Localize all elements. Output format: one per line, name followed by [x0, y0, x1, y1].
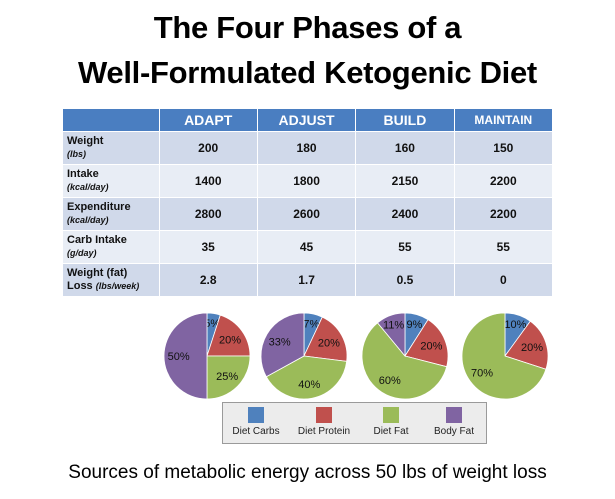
row-label-text: Expenditure — [67, 201, 131, 213]
table-cell: 35 — [159, 230, 258, 264]
legend-label: Body Fat — [433, 426, 475, 437]
table-cell: 55 — [355, 230, 455, 264]
row-label-text: Carb Intake — [67, 234, 127, 246]
table-cell: 1800 — [257, 164, 357, 198]
phases-table: ADAPT ADJUST BUILD MAINTAIN Weight (lbs) … — [63, 109, 554, 296]
pie-slice-diet-protein — [303, 316, 348, 362]
table-cell: 45 — [257, 230, 357, 264]
table-cell: 200 — [159, 131, 258, 165]
table-cell: 2200 — [454, 197, 554, 231]
pie-label-diet-carbs: 7% — [303, 318, 319, 330]
legend-swatch — [446, 407, 462, 423]
pie-label-body-fat: 50% — [168, 351, 190, 363]
table-cell: 2400 — [355, 197, 455, 231]
row-label: Carb Intake (g/day) — [63, 230, 160, 264]
title-line-1: The Four Phases of a — [153, 10, 462, 45]
table-cell: 55 — [454, 230, 554, 264]
legend-item-diet-protein: Diet Protein — [289, 407, 359, 437]
title-line-2: Well-Formulated Ketogenic Diet — [78, 55, 537, 90]
table-row: Expenditure (kcal/day) 2800 2600 2400 220… — [63, 197, 554, 231]
pie-slice-diet-fat — [461, 312, 547, 400]
pie-label-body-fat: 11% — [383, 319, 404, 331]
pie-label-diet-protein: 20% — [318, 337, 340, 349]
legend-item-diet-fat: Diet Fat — [361, 407, 421, 437]
table-cell: 2800 — [159, 197, 258, 231]
pie-label-diet-fat: 25% — [216, 371, 238, 383]
pie-slice-diet-fat — [265, 355, 348, 400]
table-cell: 150 — [454, 131, 554, 165]
pie-label-diet-fat: 40% — [298, 379, 320, 391]
table-cell: 2600 — [257, 197, 357, 231]
row-label: Weight (fat) Loss (lbs/week) — [63, 263, 160, 296]
pie-slice-diet-protein — [404, 319, 449, 368]
legend-label: Diet Carbs — [232, 426, 280, 437]
row-unit: (lbs/week) — [95, 281, 140, 291]
table-cell: 2200 — [454, 164, 554, 198]
header-build: BUILD — [355, 109, 455, 132]
row-unit: (kcal/day) — [67, 182, 109, 192]
pie-label-diet-fat: 70% — [471, 368, 493, 380]
header-adjust: ADJUST — [257, 109, 357, 132]
legend-swatch — [316, 407, 332, 423]
pie-label-diet-protein: 20% — [219, 334, 241, 346]
table-header-row: ADAPT ADJUST BUILD MAINTAIN — [63, 109, 554, 132]
table-row: Carb Intake (g/day) 35 45 55 55 — [63, 230, 554, 264]
header-maintain: MAINTAIN — [454, 109, 554, 132]
row-unit: (lbs) — [67, 149, 86, 159]
pie-label-diet-carbs: 9% — [406, 319, 422, 331]
pie-slice-diet-protein — [504, 320, 549, 370]
pie-slice-body-fat — [377, 312, 406, 358]
legend-label: Diet Protein — [297, 426, 351, 437]
pie-slice-diet-protein — [206, 314, 251, 357]
header-corner — [63, 109, 160, 132]
row-label: Expenditure (kcal/day) — [63, 197, 160, 231]
table-cell: 2150 — [355, 164, 455, 198]
pie-charts: 5%20%25%50%7%20%40%33%9%20%60%11% 10%20%7… — [163, 312, 549, 400]
pie-slice-diet-fat — [206, 355, 251, 400]
pie-slice-diet-fat — [361, 322, 448, 400]
table-row: Weight (lbs) 200 180 160 150 — [63, 131, 554, 165]
table-cell: 160 — [355, 131, 455, 165]
row-label: Weight (lbs) — [63, 131, 160, 165]
pie-label-diet-carbs: 10% — [504, 319, 526, 331]
table-cell: 180 — [257, 131, 357, 165]
pie-label-diet-protein: 20% — [521, 342, 543, 354]
legend: Diet Carbs Diet Protein Diet Fat Body Fa… — [222, 402, 487, 444]
pie-slice-body-fat — [163, 312, 208, 400]
table-cell: 0 — [454, 263, 554, 296]
row-unit: (g/day) — [67, 248, 97, 258]
legend-swatch — [248, 407, 264, 423]
row-label-text: Weight — [67, 135, 104, 147]
legend-swatch — [383, 407, 399, 423]
header-adapt: ADAPT — [159, 109, 258, 132]
table-row: Weight (fat) Loss (lbs/week) 2.8 1.7 0.5 … — [63, 263, 554, 296]
row-label-text: Weight (fat) — [67, 267, 128, 279]
legend-item-body-fat: Body Fat — [423, 407, 485, 437]
row-unit: (kcal/day) — [67, 215, 109, 225]
table-cell: 0.5 — [355, 263, 455, 296]
pie-label-body-fat: 33% — [269, 337, 291, 349]
table-cell: 2.8 — [159, 263, 258, 296]
row-label-text: Intake — [67, 168, 99, 180]
row-label-text-2: Loss — [67, 280, 93, 292]
pie-slice-body-fat — [260, 312, 305, 378]
table-row: Intake (kcal/day) 1400 1800 2150 2200 — [63, 164, 554, 198]
table-cell: 1.7 — [257, 263, 357, 296]
row-label: Intake (kcal/day) — [63, 164, 160, 198]
pie-label-diet-fat: 60% — [379, 375, 401, 387]
legend-label: Diet Fat — [373, 426, 409, 437]
footer-caption: Sources of metabolic energy across 50 lb… — [68, 462, 547, 483]
table-cell: 1400 — [159, 164, 258, 198]
pie-label-diet-protein: 20% — [420, 341, 442, 353]
legend-item-diet-carbs: Diet Carbs — [223, 407, 289, 437]
